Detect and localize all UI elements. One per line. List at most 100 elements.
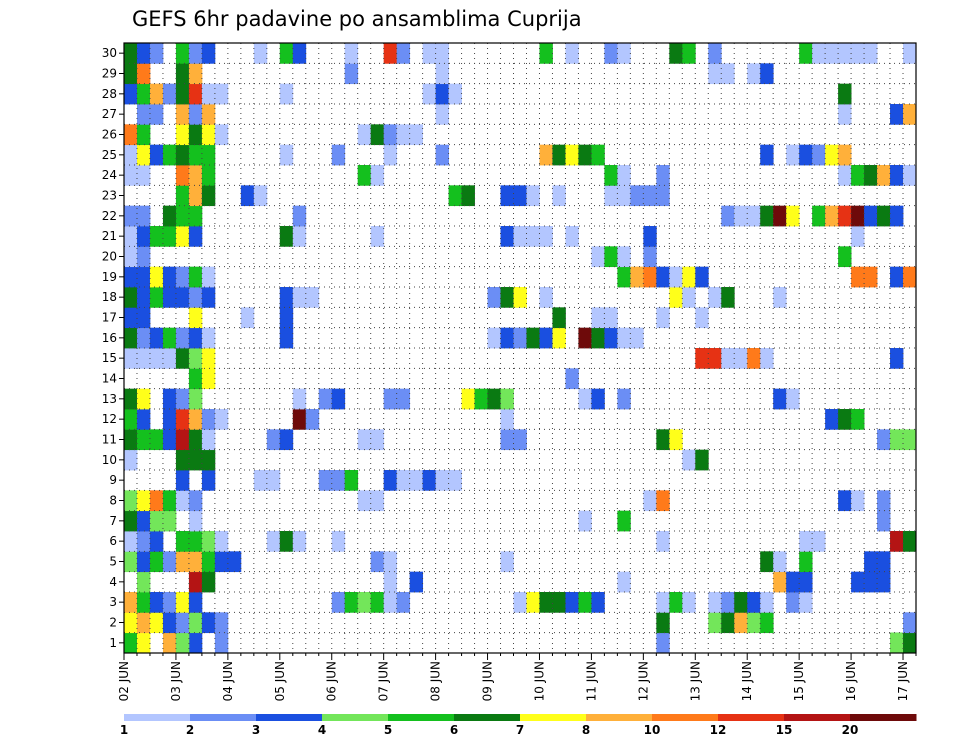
- heatmap-cell: [552, 144, 566, 166]
- heatmap-cell: [136, 592, 151, 613]
- heatmap-cell: [838, 205, 852, 227]
- heatmap-cell: [201, 571, 216, 593]
- heatmap-cell: [175, 287, 190, 308]
- y-tick-label: 17: [102, 311, 117, 325]
- heatmap-cell: [175, 490, 190, 512]
- heatmap-cell: [266, 470, 281, 491]
- heatmap-cell: [877, 429, 891, 451]
- heatmap-cell: [825, 409, 839, 430]
- x-tick-label: 03 JUN: [169, 661, 183, 701]
- x-tick-label: 05 JUN: [273, 661, 287, 701]
- heatmap-cell: [630, 327, 644, 349]
- heatmap-cell: [396, 43, 411, 64]
- y-tick-label: 4: [109, 575, 117, 589]
- heatmap-cell: [292, 205, 307, 227]
- heatmap-cell: [721, 348, 735, 369]
- heatmap-cell: [175, 449, 190, 471]
- legend-color-swatch: [124, 714, 191, 721]
- heatmap-cell: [877, 510, 891, 532]
- heatmap-cell: [604, 43, 618, 64]
- heatmap-cell: [149, 327, 164, 349]
- heatmap-cell: [188, 388, 203, 410]
- heatmap-cell: [188, 144, 203, 166]
- heatmap-cell: [890, 429, 904, 451]
- heatmap-cell: [188, 327, 203, 349]
- heatmap-cell: [149, 266, 164, 288]
- heatmap-cell: [539, 43, 553, 64]
- heatmap-cell: [422, 43, 436, 64]
- heatmap-cell: [422, 83, 436, 105]
- heatmap-cell: [903, 43, 917, 64]
- heatmap-cell: [279, 226, 294, 247]
- heatmap-cell: [682, 266, 696, 288]
- heatmap-cell: [786, 205, 800, 227]
- heatmap-cell: [292, 388, 307, 410]
- heatmap-cell: [188, 429, 203, 451]
- heatmap-cell: [136, 409, 151, 430]
- heatmap-cell: [656, 612, 670, 634]
- heatmap-cell: [162, 266, 177, 288]
- heatmap-cell: [539, 592, 553, 613]
- heatmap-cell: [175, 83, 190, 105]
- heatmap-cell: [124, 592, 138, 613]
- heatmap-cell: [617, 43, 631, 64]
- heatmap-cell: [591, 327, 605, 349]
- heatmap-cell: [643, 185, 657, 207]
- heatmap-cell: [643, 266, 657, 288]
- heatmap-cell: [682, 43, 696, 64]
- legend-color-swatch: [652, 714, 719, 721]
- heatmap-cell: [279, 531, 294, 552]
- legend-color-swatch: [718, 714, 785, 721]
- heatmap-cell: [500, 551, 514, 573]
- heatmap-cell: [175, 348, 190, 369]
- x-tick-label: 07 JUN: [377, 661, 391, 701]
- heatmap-cell: [786, 388, 800, 410]
- heatmap-cell: [344, 43, 359, 64]
- heatmap-cell: [474, 388, 488, 410]
- heatmap-cell: [643, 490, 657, 512]
- heatmap-cell: [188, 409, 203, 430]
- heatmap-cell: [214, 632, 229, 654]
- heatmap-cell: [747, 63, 761, 85]
- heatmap-cell: [279, 307, 294, 329]
- heatmap-cell: [227, 551, 242, 573]
- heatmap-cell: [851, 165, 865, 186]
- heatmap-cell: [773, 205, 787, 227]
- heatmap-cell: [188, 571, 203, 593]
- heatmap-cell: [149, 429, 164, 451]
- y-tick-label: 8: [109, 494, 117, 508]
- chart-title: GEFS 6hr padavine po ansamblima Cuprija: [132, 7, 582, 31]
- heatmap-cell: [383, 124, 398, 146]
- legend-label: 6: [450, 723, 458, 737]
- legend-color-swatch: [586, 714, 653, 721]
- heatmap-cell: [448, 470, 462, 491]
- heatmap-cell: [124, 510, 138, 532]
- y-tick-label: 26: [102, 128, 117, 142]
- y-tick-label: 28: [102, 87, 117, 101]
- y-tick-label: 21: [102, 229, 117, 243]
- heatmap-cell: [773, 551, 787, 573]
- heatmap-cell: [188, 266, 203, 288]
- heatmap-cell: [851, 409, 865, 430]
- heatmap-cell: [409, 124, 424, 146]
- heatmap-cell: [656, 531, 670, 552]
- heatmap-cell: [201, 409, 216, 430]
- heatmap-cell: [240, 185, 255, 207]
- heatmap-cell: [331, 592, 346, 613]
- heatmap-cell: [903, 104, 917, 125]
- heatmap-cell: [656, 632, 670, 654]
- heatmap-cell: [487, 388, 501, 410]
- heatmap-cell: [890, 531, 904, 552]
- heatmap-cell: [279, 429, 294, 451]
- heatmap-cell: [175, 205, 190, 227]
- heatmap-cell: [383, 144, 398, 166]
- heatmap-cell: [253, 185, 268, 207]
- heatmap-cell: [656, 266, 670, 288]
- heatmap-cell: [188, 104, 203, 125]
- heatmap-cell: [124, 246, 138, 268]
- heatmap-cell: [201, 429, 216, 451]
- x-tick-label: 09 JUN: [481, 661, 495, 701]
- heatmap-cell: [188, 490, 203, 512]
- heatmap-cell: [279, 144, 294, 166]
- heatmap-cell: [799, 43, 813, 64]
